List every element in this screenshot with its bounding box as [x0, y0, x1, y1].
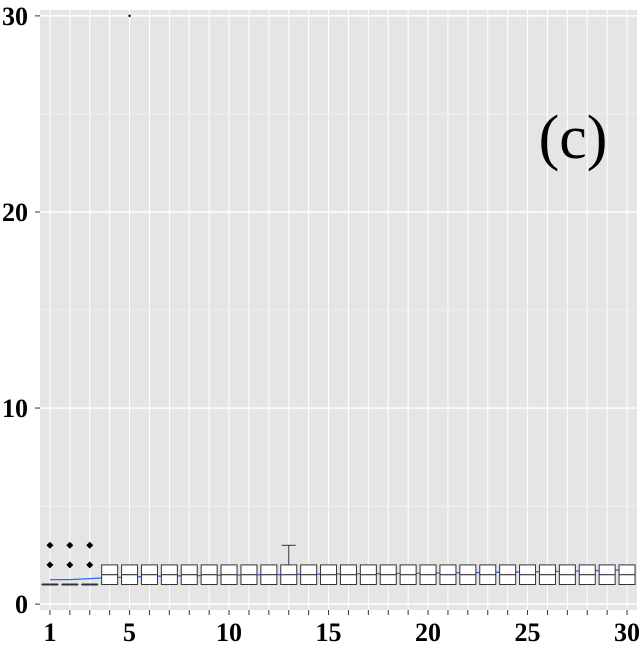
- x-tick-label: 30: [614, 618, 640, 647]
- box-group: [41, 14, 636, 586]
- y-tick-label: 30: [2, 2, 28, 31]
- outlier-point: [46, 541, 54, 549]
- y-tick-label: 10: [2, 394, 28, 423]
- x-tick-label: 25: [515, 618, 541, 647]
- x-tick-label: 15: [316, 618, 342, 647]
- x-tick-label: 5: [123, 618, 136, 647]
- outlier-point: [46, 561, 54, 569]
- y-tick-label: 0: [15, 590, 28, 619]
- outlier-point: [86, 561, 94, 569]
- x-tick-label: 1: [43, 618, 56, 647]
- panel-label: (c): [539, 104, 608, 172]
- outlier-point: [66, 541, 74, 549]
- x-tick-label: 10: [216, 618, 242, 647]
- outlier-point: [128, 14, 131, 18]
- outlier-point: [86, 541, 94, 549]
- outlier-point: [66, 561, 74, 569]
- y-tick-label: 20: [2, 198, 28, 227]
- grid-lines: [40, 10, 637, 610]
- x-tick-label: 20: [415, 618, 441, 647]
